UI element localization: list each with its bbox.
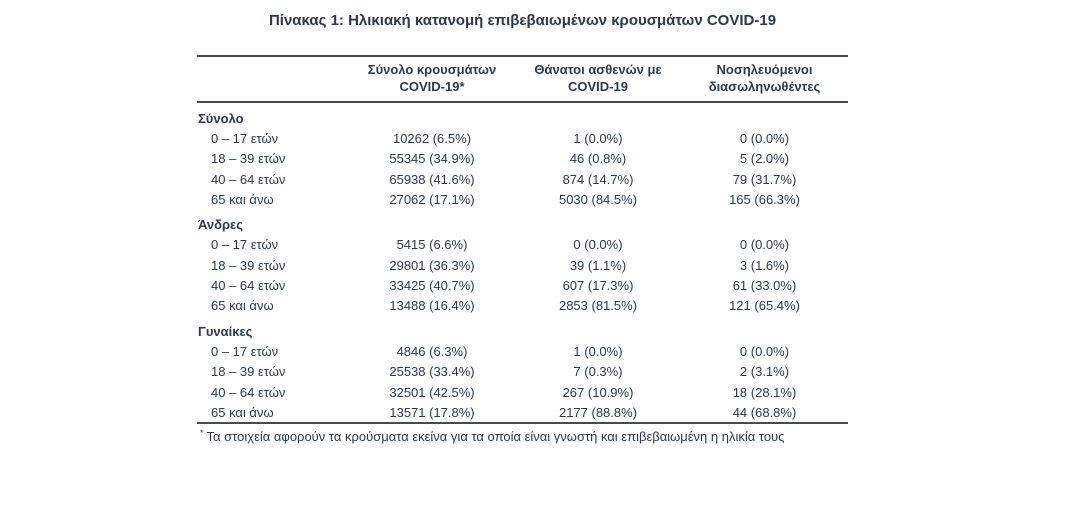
cases-cell: 55345 (34.9%) xyxy=(389,151,475,167)
section-label: Σύνολο xyxy=(198,110,244,126)
deaths-cell: 1 (0.0%) xyxy=(573,343,623,359)
table-row: 40 – 64 ετών 32501 (42.5%) 267 (10.9%) 1… xyxy=(197,382,848,402)
column-header-intubated-line1: Νοσηλευόμενοι xyxy=(716,62,813,77)
intubated-cell: 0 (0.0%) xyxy=(739,343,790,359)
deaths-cell: 39 (1.1%) xyxy=(569,257,627,273)
cases-cell: 25538 (33.4%) xyxy=(389,364,475,380)
cases-cell: 13488 (16.4%) xyxy=(389,298,475,314)
intubated-cell: 18 (28.1%) xyxy=(732,384,797,400)
cases-cell: 4846 (6.3%) xyxy=(396,343,468,359)
section-row-men: Άνδρες xyxy=(197,209,848,234)
table-row: 40 – 64 ετών 33425 (40.7%) 607 (17.3%) 6… xyxy=(197,275,848,295)
cases-cell: 13571 (17.8%) xyxy=(389,404,475,420)
cases-cell: 10262 (6.5%) xyxy=(392,130,472,146)
table-row: 65 και άνω 27062 (17.1%) 5030 (84.5%) 16… xyxy=(197,189,848,209)
age-label-cell: 40 – 64 ετών xyxy=(211,171,286,187)
table-row: 18 – 39 ετών 25538 (33.4%) 7 (0.3%) 2 (3… xyxy=(197,362,848,382)
column-header-cases-line2: COVID-19* xyxy=(399,78,465,94)
cases-cell: 29801 (36.3%) xyxy=(389,257,475,273)
column-header-deaths-line2: COVID-19 xyxy=(568,78,628,94)
cases-cell: 32501 (42.5%) xyxy=(389,384,475,400)
column-header-cases: Σύνολο κρουσμάτων COVID-19* xyxy=(349,56,515,103)
deaths-cell: 1 (0.0%) xyxy=(573,130,623,146)
deaths-cell: 2853 (81.5%) xyxy=(558,298,638,314)
intubated-cell: 44 (68.8%) xyxy=(732,404,797,420)
age-label-cell: 18 – 39 ετών xyxy=(211,151,286,167)
intubated-cell: 3 (1.6%) xyxy=(739,257,790,273)
deaths-cell: 7 (0.3%) xyxy=(573,364,623,380)
age-label-cell: 0 – 17 ετών xyxy=(211,130,279,146)
age-distribution-table: Σύνολο κρουσμάτων COVID-19* Θάνατοι ασθε… xyxy=(197,55,848,425)
table-row: 40 – 64 ετών 65938 (41.6%) 874 (14.7%) 7… xyxy=(197,169,848,189)
deaths-cell: 607 (17.3%) xyxy=(562,278,634,294)
section-row-total: Σύνολο xyxy=(197,102,848,128)
cases-cell: 27062 (17.1%) xyxy=(389,191,475,207)
intubated-cell: 5 (2.0%) xyxy=(739,151,790,167)
footnote-text: Τα στοιχεία αφορούν τα κρούσματα εκείνα … xyxy=(206,429,785,445)
column-header-intubated: Νοσηλευόμενοι διασωληνωθέντες xyxy=(681,56,848,103)
column-header-deaths-line1: Θάνατοι ασθενών με xyxy=(534,62,662,77)
intubated-cell: 2 (3.1%) xyxy=(739,364,790,380)
footnote-asterisk: * xyxy=(200,428,204,439)
table-row: 0 – 17 ετών 10262 (6.5%) 1 (0.0%) 0 (0.0… xyxy=(197,128,848,148)
table-row: 65 και άνω 13571 (17.8%) 2177 (88.8%) 44… xyxy=(197,402,848,423)
deaths-cell: 2177 (88.8%) xyxy=(558,404,638,420)
column-header-empty xyxy=(197,56,349,103)
intubated-cell: 0 (0.0%) xyxy=(739,130,790,146)
age-label-cell: 65 και άνω xyxy=(211,404,274,420)
age-label-cell: 18 – 39 ετών xyxy=(211,364,286,380)
cases-cell: 5415 (6.6%) xyxy=(396,237,468,253)
deaths-cell: 5030 (84.5%) xyxy=(558,191,638,207)
age-label-cell: 40 – 64 ετών xyxy=(211,278,286,294)
cases-cell: 33425 (40.7%) xyxy=(389,278,475,294)
age-label-cell: 65 και άνω xyxy=(211,191,274,207)
table-row: 18 – 39 ετών 55345 (34.9%) 46 (0.8%) 5 (… xyxy=(197,149,848,169)
footnote: * Τα στοιχεία αφορούν τα κρούσματα εκείνα… xyxy=(197,424,848,445)
intubated-cell: 0 (0.0%) xyxy=(739,237,790,253)
table-row: 18 – 39 ετών 29801 (36.3%) 39 (1.1%) 3 (… xyxy=(197,255,848,275)
table-row: 0 – 17 ετών 5415 (6.6%) 0 (0.0%) 0 (0.0%… xyxy=(197,235,848,255)
table-header: Σύνολο κρουσμάτων COVID-19* Θάνατοι ασθε… xyxy=(197,56,848,103)
deaths-cell: 267 (10.9%) xyxy=(562,384,634,400)
intubated-cell: 165 (66.3%) xyxy=(729,191,800,207)
column-header-intubated-line2: διασωληνωθέντες xyxy=(708,78,821,94)
column-header-cases-line1: Σύνολο κρουσμάτων xyxy=(367,62,497,77)
age-label-cell: 0 – 17 ετών xyxy=(211,237,279,253)
age-label-cell: 18 – 39 ετών xyxy=(211,257,286,273)
page-title: Πίνακας 1: Ηλικιακή κατανομή επιβεβαιωμέ… xyxy=(268,12,777,29)
table-row: 0 – 17 ετών 4846 (6.3%) 1 (0.0%) 0 (0.0%… xyxy=(197,341,848,361)
cases-cell: 65938 (41.6%) xyxy=(389,171,475,187)
section-row-women: Γυναίκες xyxy=(197,316,848,341)
column-header-deaths: Θάνατοι ασθενών με COVID-19 xyxy=(515,56,681,103)
deaths-cell: 0 (0.0%) xyxy=(573,237,623,253)
age-label-cell: 40 – 64 ετών xyxy=(211,384,286,400)
age-label-cell: 0 – 17 ετών xyxy=(211,343,279,359)
deaths-cell: 46 (0.8%) xyxy=(569,151,627,167)
section-label: Γυναίκες xyxy=(198,323,253,339)
intubated-cell: 121 (65.4%) xyxy=(729,298,800,314)
age-label-cell: 65 και άνω xyxy=(211,298,274,314)
intubated-cell: 79 (31.7%) xyxy=(732,171,797,187)
deaths-cell: 874 (14.7%) xyxy=(562,171,634,187)
table-row: 65 και άνω 13488 (16.4%) 2853 (81.5%) 12… xyxy=(197,296,848,316)
section-label: Άνδρες xyxy=(198,217,243,233)
intubated-cell: 61 (33.0%) xyxy=(732,278,797,294)
